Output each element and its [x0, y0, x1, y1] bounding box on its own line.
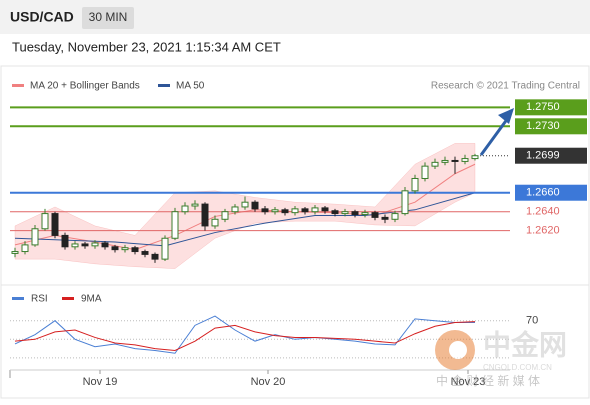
level-label: 1.2730	[526, 120, 560, 132]
candle-body	[231, 206, 239, 213]
candle-body	[181, 205, 189, 213]
candle-body	[381, 216, 389, 220]
candle-body	[111, 246, 119, 251]
watermark-slogan: 中 金 财 经 新 媒 体	[436, 373, 540, 388]
timestamp: Tuesday, November 23, 2021 1:15:34 AM CE…	[12, 39, 281, 54]
candle-body	[371, 212, 379, 218]
level-label: 1.2660	[526, 187, 560, 199]
candle-body	[241, 201, 249, 208]
candle-body	[31, 228, 39, 246]
legend-swatch	[12, 297, 24, 300]
candle-body	[311, 207, 319, 213]
candle-body	[341, 211, 349, 215]
candle-body	[421, 165, 429, 179]
timeframe: 30 MIN	[89, 10, 128, 24]
legend-swatch	[62, 297, 74, 300]
candle-body	[21, 244, 29, 253]
candle-body	[51, 213, 59, 236]
legend-label: MA 20 + Bollinger Bands	[30, 81, 140, 92]
rsi-line	[14, 315, 475, 354]
candle-body	[361, 212, 369, 216]
candle-body	[201, 203, 209, 227]
candle-body	[391, 213, 399, 220]
candle-body	[261, 208, 269, 213]
forecast-arrowhead	[498, 108, 514, 124]
candle-body	[41, 213, 49, 230]
credit: Research © 2021 Trading Central	[431, 81, 580, 92]
candle-body	[101, 242, 109, 248]
watermark: 中金网 CNGOLD.COM.CN 中 金 财 经 新 媒 体	[435, 328, 567, 388]
level-label: 1.2640	[526, 206, 560, 218]
rsi-tick-label: 70	[526, 315, 538, 327]
candle-body	[351, 211, 359, 216]
candle-body	[161, 237, 169, 260]
level-label: 1.2699	[526, 150, 560, 162]
candle-body	[251, 201, 259, 210]
legend-label: RSI	[31, 294, 48, 305]
plot-area: MA 20 + Bollinger Bands MA 50 1.2750 1.2730…	[10, 81, 587, 388]
candle-body	[321, 207, 329, 212]
candle-body	[11, 251, 19, 254]
candle-body	[221, 211, 229, 220]
candle-body	[441, 159, 449, 163]
timeframe-badge	[82, 7, 134, 29]
candle-body	[281, 209, 289, 214]
candle-body	[61, 234, 69, 248]
legend-label: MA 50	[176, 81, 205, 92]
symbol: USD/CAD	[10, 9, 74, 25]
level-label-box	[515, 184, 587, 201]
x-tick-label: Nov 19	[83, 376, 118, 388]
candle-body	[331, 210, 339, 215]
candle-body	[141, 251, 149, 255]
candle-body	[451, 159, 459, 162]
level-label: 1.2750	[526, 101, 560, 113]
candle-body	[121, 247, 129, 251]
watermark-name: 中金网	[483, 328, 567, 360]
candle-body	[191, 203, 199, 207]
candle-body	[211, 218, 219, 227]
candle-body	[401, 190, 409, 215]
watermark-domain: CNGOLD.COM.CN	[483, 363, 552, 372]
candle-body	[71, 243, 79, 248]
candle-body	[411, 177, 419, 192]
candle-body	[81, 243, 89, 247]
legend-swatch	[158, 84, 170, 87]
chart-frame	[0, 65, 590, 399]
forecast-arrow	[479, 117, 510, 156]
legend-swatch	[12, 84, 24, 87]
level-label-box	[515, 147, 587, 164]
x-tick-label: Nov 20	[251, 376, 286, 388]
candle-body	[131, 247, 139, 253]
candle-body	[301, 208, 309, 213]
level-label: 1.2620	[526, 225, 560, 237]
candle-body	[431, 161, 439, 167]
candle-body	[271, 209, 279, 213]
level-label-box	[515, 118, 587, 135]
candle-body	[291, 208, 299, 214]
candle-body	[151, 253, 159, 260]
level-label-box	[515, 99, 587, 116]
candle-body	[91, 242, 99, 247]
candle-body	[461, 158, 469, 162]
rsi-line	[14, 321, 476, 351]
candle-body	[171, 211, 179, 239]
candle-body	[471, 155, 479, 160]
legend-label: 9MA	[81, 294, 102, 305]
watermark-logo-inner	[449, 341, 467, 359]
x-tick-label: Nov 23	[451, 376, 486, 388]
